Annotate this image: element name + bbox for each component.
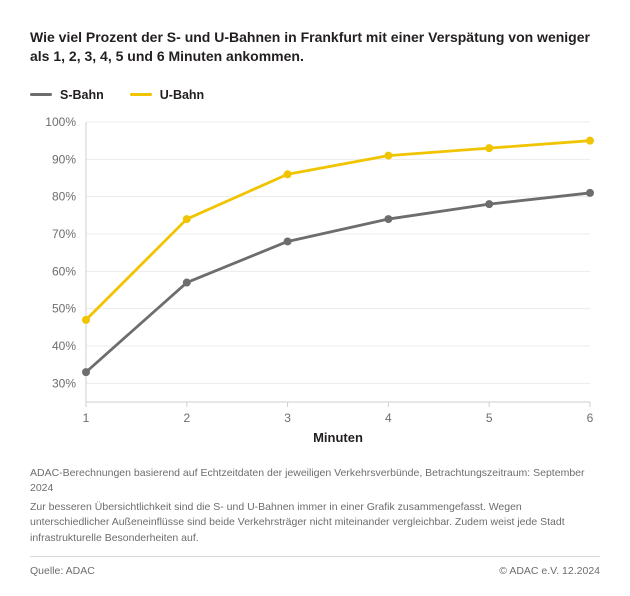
- copyright-label: © ADAC e.V. 12.2024: [499, 565, 600, 577]
- legend-item-ubahn: U-Bahn: [130, 88, 204, 102]
- footnote: ADAC-Berechnungen basierend auf Echtzeit…: [30, 466, 600, 546]
- svg-text:90%: 90%: [52, 152, 76, 166]
- legend-label-ubahn: U-Bahn: [160, 88, 204, 102]
- legend: S-Bahn U-Bahn: [30, 88, 600, 102]
- legend-swatch-ubahn: [130, 93, 152, 96]
- source-label: Quelle: ADAC: [30, 565, 95, 577]
- svg-text:100%: 100%: [45, 115, 76, 129]
- svg-text:40%: 40%: [52, 339, 76, 353]
- svg-text:3: 3: [284, 411, 291, 425]
- svg-text:6: 6: [587, 411, 594, 425]
- svg-text:70%: 70%: [52, 227, 76, 241]
- svg-text:2: 2: [183, 411, 190, 425]
- svg-text:80%: 80%: [52, 189, 76, 203]
- svg-text:5: 5: [486, 411, 493, 425]
- svg-text:30%: 30%: [52, 376, 76, 390]
- svg-text:4: 4: [385, 411, 392, 425]
- footnote-line-1: ADAC-Berechnungen basierend auf Echtzeit…: [30, 466, 600, 496]
- chart-svg: 30% 40% 50% 60% 70% 80% 90% 100% 1 2 3 4 5 6 Minuten: [30, 112, 600, 452]
- chart-title: Wie viel Prozent der S- und U-Bahnen in …: [30, 28, 600, 66]
- divider: [30, 556, 600, 557]
- footnote-line-2: Zur besseren Übersichtlichkeit sind die …: [30, 500, 600, 546]
- legend-item-sbahn: S-Bahn: [30, 88, 104, 102]
- legend-swatch-sbahn: [30, 93, 52, 96]
- svg-text:1: 1: [83, 411, 90, 425]
- svg-text:50%: 50%: [52, 301, 76, 315]
- legend-label-sbahn: S-Bahn: [60, 88, 104, 102]
- line-chart: 30% 40% 50% 60% 70% 80% 90% 100% 1 2 3 4 5 6 Minuten: [30, 112, 600, 452]
- svg-text:60%: 60%: [52, 264, 76, 278]
- svg-text:Minuten: Minuten: [313, 430, 363, 445]
